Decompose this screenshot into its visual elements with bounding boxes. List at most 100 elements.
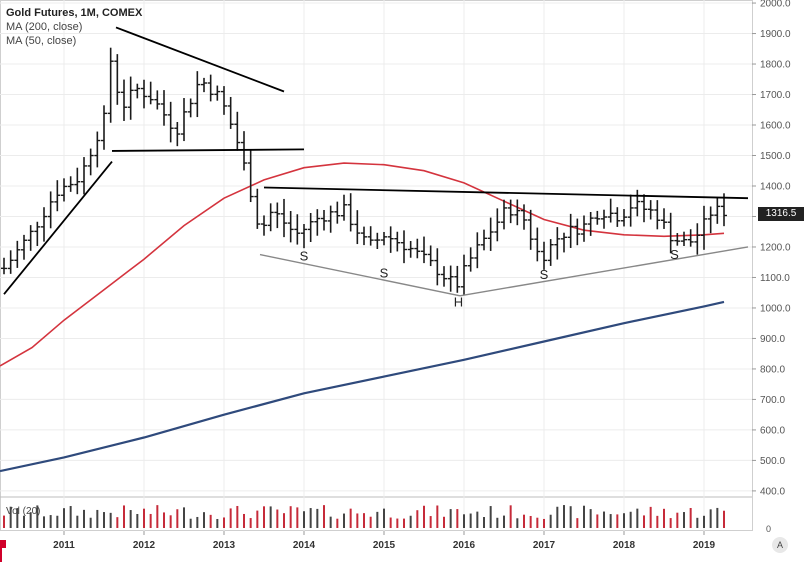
volume-bar	[169, 515, 172, 528]
pattern-line	[459, 246, 749, 297]
volume-bar	[496, 517, 499, 528]
volume-bar	[176, 509, 179, 528]
volume-bar	[156, 505, 159, 528]
x-tick-label: 2015	[373, 540, 396, 551]
volume-bars	[3, 505, 725, 528]
volume-bar	[323, 505, 325, 528]
volume-bar	[443, 516, 445, 528]
volume-bar	[316, 508, 319, 528]
x-tick-label: 2019	[693, 540, 716, 551]
chart-frame	[0, 0, 753, 531]
volume-bar	[589, 509, 592, 528]
y-tick-label: 700.0	[760, 395, 785, 406]
volume-bar	[149, 513, 152, 528]
x-tick-label: 2018	[613, 540, 636, 551]
y-tick-label: 600.0	[760, 425, 785, 436]
volume-bar	[343, 513, 345, 528]
grid-lines	[0, 0, 752, 531]
volume-bar	[103, 512, 105, 528]
trendlines	[3, 26, 749, 297]
volume-bar	[236, 505, 239, 528]
volume-bar	[123, 505, 125, 528]
pattern-label: H	[454, 294, 463, 309]
volume-bar	[383, 508, 385, 528]
y-tick-label: 1900.0	[760, 29, 791, 40]
y-tick-label: 800.0	[760, 364, 785, 375]
volume-bar	[423, 505, 425, 528]
volume-bar	[623, 513, 625, 528]
volume-bar	[329, 516, 332, 528]
volume-bar	[509, 505, 512, 528]
volume-bar	[109, 512, 112, 528]
x-tick-label: 2017	[533, 540, 556, 551]
volume-bar	[336, 518, 339, 528]
volume-bar	[449, 509, 452, 528]
volume-bar	[283, 513, 285, 528]
volume-bar	[256, 510, 259, 528]
volume-bar	[663, 508, 665, 528]
price-axis: 400.0 500.0 600.0 700.0 800.0 900.0 1000.0 1100…	[752, 0, 791, 497]
volume-bar	[56, 515, 59, 528]
volume-bar	[489, 506, 492, 528]
volume-bar	[529, 515, 532, 528]
volume-bar	[116, 517, 119, 528]
pattern-line	[259, 253, 461, 297]
volume-bar	[396, 518, 399, 528]
volume-bar	[43, 516, 45, 528]
volume-bar	[616, 514, 619, 528]
volume-bar	[29, 512, 32, 528]
volume-bar	[596, 514, 599, 528]
volume-bar	[403, 518, 405, 528]
volume-bar	[629, 511, 632, 528]
volume-bar	[476, 511, 479, 528]
volume-bar	[683, 512, 685, 528]
volume-bar	[196, 516, 199, 528]
y-tick-label: 1400.0	[760, 181, 791, 192]
volume-bar	[303, 511, 305, 528]
volume-bar	[376, 511, 379, 528]
volume-bar	[536, 517, 539, 528]
trendline	[3, 161, 113, 295]
volume-bar	[549, 514, 552, 528]
volume-bar	[3, 515, 5, 528]
volume-bar	[76, 515, 79, 528]
volume-bar	[723, 510, 725, 528]
y-tick-label: 1800.0	[760, 60, 791, 71]
volume-bar	[709, 509, 712, 528]
volume-bar	[463, 514, 465, 528]
volume-bar	[356, 513, 359, 528]
volume-bar	[229, 508, 232, 528]
volume-bar	[669, 518, 672, 528]
volume-bar	[83, 509, 85, 528]
x-tick-label: 2011	[53, 540, 75, 551]
volume-bar	[163, 512, 165, 528]
auto-scale-button[interactable]: A	[772, 537, 788, 553]
legend-ma200: MA (200, close)	[6, 21, 83, 33]
y-tick-label: 1500.0	[760, 151, 791, 162]
volume-bar	[676, 512, 679, 528]
y-tick-label: 1700.0	[760, 90, 791, 101]
volume-bar	[576, 518, 579, 528]
volume-bar	[363, 513, 365, 528]
volume-bar	[656, 515, 659, 528]
volume-bar	[569, 506, 572, 528]
volume-bar	[69, 506, 72, 528]
volume-bar	[409, 515, 412, 528]
y-tick-label: 1000.0	[760, 303, 791, 314]
y-tick-label: 1100.0	[760, 273, 790, 284]
volume-bar	[276, 509, 279, 528]
volume-bar	[183, 507, 185, 528]
trendline	[263, 186, 749, 200]
volume-bar	[503, 515, 505, 528]
volume-bar	[249, 518, 252, 528]
volume-bar	[16, 508, 19, 528]
y-tick-label: 1600.0	[760, 121, 791, 132]
volume-bar	[543, 518, 545, 528]
volume-bar	[296, 507, 299, 528]
volume-bar	[703, 515, 705, 528]
y-tick-label: 2000.0	[760, 0, 791, 10]
corner-marker-head	[0, 540, 6, 548]
volume-bar	[563, 505, 565, 528]
volume-bar	[523, 514, 525, 528]
